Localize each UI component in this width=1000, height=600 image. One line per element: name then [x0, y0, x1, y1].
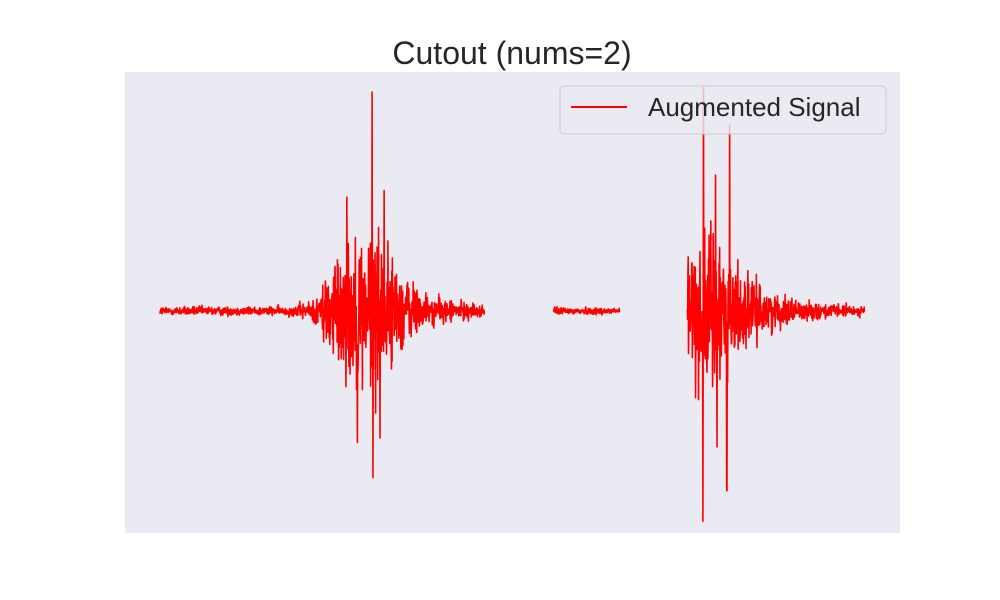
legend: Augmented Signal: [559, 85, 887, 135]
legend-box: [559, 85, 887, 135]
signal-segment-2: [552, 305, 621, 316]
series-layer: [159, 86, 866, 523]
chart-title: Cutout (nums=2): [392, 35, 631, 71]
signal-segment-3: [686, 86, 866, 523]
signal-segment-1: [159, 91, 486, 479]
legend-label-augmented-signal: Augmented Signal: [648, 92, 860, 122]
